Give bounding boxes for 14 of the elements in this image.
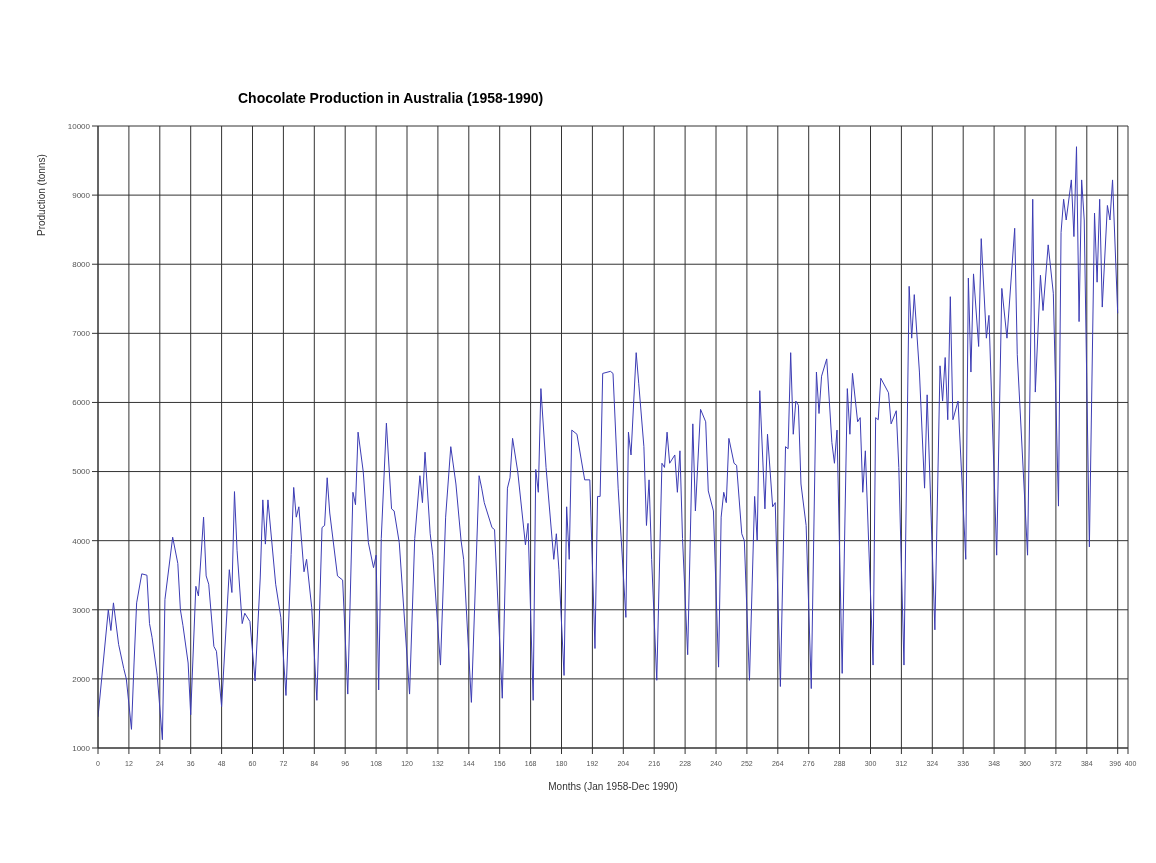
chart-title: Chocolate Production in Australia (1958-1990) [238, 90, 544, 106]
y-axis-title: Production (tonns) [36, 154, 48, 236]
y-tick-label: 10000 [67, 121, 91, 131]
y-tick-label: 4000 [72, 536, 91, 546]
y-tick-label: 3000 [72, 605, 91, 615]
x-axis-title: Months (Jan 1958-Dec 1990) [548, 781, 678, 792]
y-tick-label: 6000 [72, 398, 91, 408]
y-tick-label: 2000 [72, 674, 91, 684]
y-tick-label: 8000 [72, 260, 91, 270]
y-tick-label: 9000 [72, 190, 91, 200]
line-series [98, 146, 1119, 741]
y-tick-label: 5000 [72, 467, 91, 477]
y-tick-label: 1000 [72, 743, 91, 753]
y-tick-label: 7000 [72, 329, 91, 339]
